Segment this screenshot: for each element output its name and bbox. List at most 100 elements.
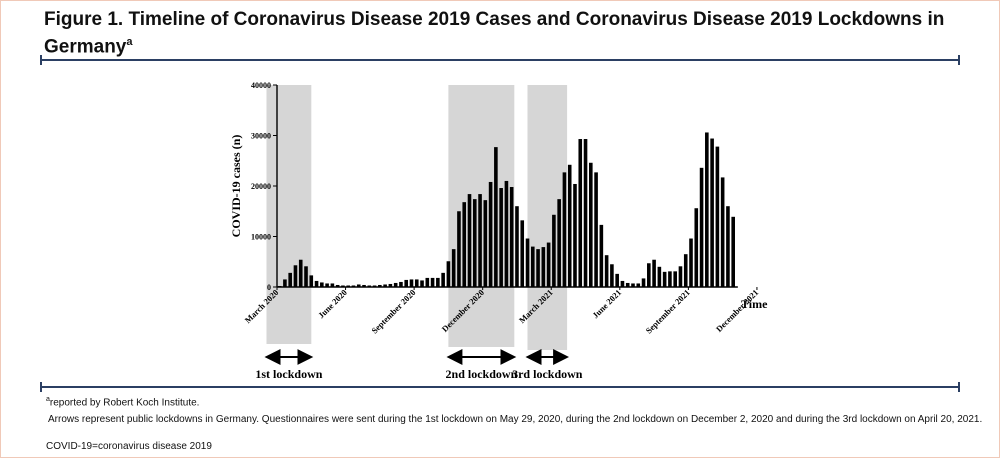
chart-bar <box>625 282 630 287</box>
chart-bar <box>689 238 693 287</box>
top-rule <box>40 55 960 65</box>
chart-bar <box>583 139 588 287</box>
chart-bar <box>678 266 683 287</box>
y-tick-label: 30000 <box>251 132 271 141</box>
chart-bar <box>378 284 382 287</box>
chart-bar <box>399 281 403 287</box>
chart-bar <box>705 132 709 287</box>
x-tick-label: June 2020 <box>316 287 349 320</box>
chart-bar <box>673 271 677 287</box>
chart-bar <box>414 279 419 287</box>
chart-bar <box>430 277 435 287</box>
chart-bar <box>562 172 567 287</box>
chart-bar <box>304 266 308 287</box>
chart-bar <box>557 199 561 287</box>
chart-bar <box>494 147 498 287</box>
chart-bar <box>499 188 503 287</box>
chart-bar <box>488 181 493 287</box>
chart-bar <box>320 282 324 287</box>
chart-bar <box>615 273 619 287</box>
chart-bar <box>546 242 551 287</box>
chart-bar <box>341 285 345 287</box>
lockdown-label: 1st lockdown <box>255 367 322 381</box>
chart-bar <box>451 249 456 288</box>
footnote-abbreviation: COVID-19=coronavirus disease 2019 <box>46 441 212 452</box>
chart-bar <box>710 138 714 287</box>
chart-bar <box>715 146 720 287</box>
chart-bar <box>298 259 303 287</box>
chart-bar <box>536 249 540 288</box>
chart-bar <box>720 177 725 287</box>
footnote-arrows: Arrows represent public lockdowns in Ger… <box>48 414 983 425</box>
chart-bar <box>541 247 546 287</box>
chart-bar <box>552 214 556 287</box>
chart-bar <box>283 279 287 287</box>
chart-bar <box>610 264 614 287</box>
chart-bar <box>668 271 672 287</box>
chart-bar <box>388 283 393 287</box>
lockdown-shade <box>266 85 312 344</box>
y-axis-title: COVID-19 cases (n) <box>229 135 243 238</box>
chart-bar <box>515 206 519 287</box>
lockdown-label: 3rd lockdown <box>512 367 583 381</box>
chart-bar <box>657 266 662 287</box>
footnote-source: areported by Robert Koch Institute. <box>46 396 200 409</box>
chart-bar <box>567 164 572 287</box>
chart-bar <box>620 280 625 287</box>
chart-bar <box>631 283 635 287</box>
y-tick-label: 20000 <box>251 182 271 191</box>
figure-title: Figure 1. Timeline of Coronavirus Diseas… <box>44 9 945 58</box>
chart-bar <box>594 172 598 287</box>
chart-bar <box>367 285 372 287</box>
chart-bar <box>393 282 398 287</box>
x-tick-label: September 2021 <box>644 287 692 335</box>
chart-bar <box>457 211 461 287</box>
chart-bar <box>462 202 467 287</box>
chart-bar <box>372 285 377 287</box>
chart-bar <box>504 180 509 287</box>
chart-bar <box>425 277 430 287</box>
chart-bar <box>647 263 651 287</box>
chart-bar <box>636 283 641 287</box>
chart-bar <box>288 272 292 287</box>
chart-bar <box>351 285 356 287</box>
chart-bar <box>699 167 704 287</box>
chart-bar <box>599 224 604 287</box>
chart-bar <box>509 187 514 287</box>
bottom-rule <box>40 382 960 392</box>
chart-bar <box>404 279 409 287</box>
chart-bar <box>383 284 387 287</box>
chart-bar <box>604 255 609 287</box>
chart-bar <box>731 216 735 287</box>
x-tick-label: June 2021 <box>590 287 623 320</box>
chart-bar <box>694 208 699 287</box>
chart-bar <box>330 283 335 287</box>
y-tick-label: 0 <box>267 283 271 292</box>
chart-bar <box>409 279 414 287</box>
chart-bar <box>441 272 445 287</box>
y-tick-label: 40000 <box>251 81 271 90</box>
chart-bar <box>662 271 667 287</box>
chart-bar <box>652 259 656 287</box>
chart-bar <box>530 246 535 287</box>
chart-bar <box>683 254 688 287</box>
chart-bar <box>356 284 361 287</box>
chart-bar <box>472 199 477 287</box>
chart-bar <box>483 200 488 287</box>
chart-bar <box>525 238 530 287</box>
x-axis-title: Time <box>741 297 768 311</box>
x-tick-label: September 2020 <box>369 287 417 335</box>
chart-bar <box>325 283 329 287</box>
lockdown-label: 2nd lockdown <box>446 367 518 381</box>
chart-bar <box>446 261 451 287</box>
chart-bar <box>314 280 319 287</box>
chart-bar <box>436 277 440 287</box>
chart-bar <box>726 206 730 287</box>
chart-bar <box>293 265 298 287</box>
chart-bar <box>362 284 366 287</box>
chart-bar <box>309 275 314 287</box>
chart-bar <box>467 194 472 287</box>
chart-bar <box>578 139 583 287</box>
chart-bar <box>478 194 482 287</box>
